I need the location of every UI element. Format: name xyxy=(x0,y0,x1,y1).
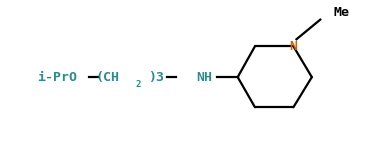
Text: 2: 2 xyxy=(135,80,141,89)
Text: Me: Me xyxy=(334,6,350,19)
Text: (CH: (CH xyxy=(96,71,120,84)
Text: )3: )3 xyxy=(149,71,164,84)
Text: N: N xyxy=(289,40,297,53)
Text: i-PrO: i-PrO xyxy=(37,71,77,84)
Text: NH: NH xyxy=(196,71,212,84)
